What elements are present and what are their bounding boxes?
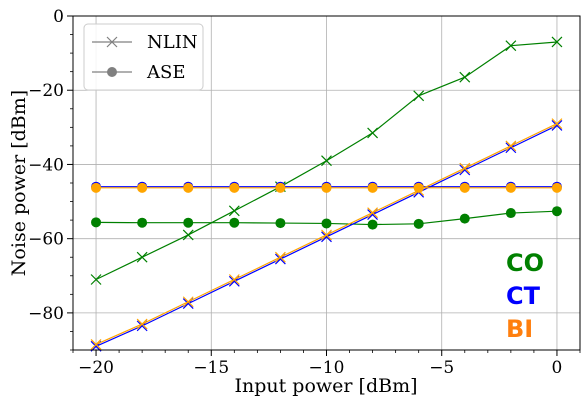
data-point-x-marker xyxy=(413,90,425,102)
data-point-x-marker xyxy=(182,296,194,308)
data-point-circle-marker xyxy=(505,182,516,193)
legend-ase-marker xyxy=(107,67,117,77)
annotation-bi: BI xyxy=(506,315,533,343)
series-bi_nlin xyxy=(90,118,563,350)
data-point-x-marker xyxy=(505,140,517,152)
x-axis-title: Input power [dBm] xyxy=(234,375,417,397)
data-point-x-marker xyxy=(367,207,379,219)
data-point-circle-marker xyxy=(367,219,378,230)
data-point-x-marker xyxy=(228,205,240,217)
series-co_nlin xyxy=(90,36,563,285)
y-tick-label: −80 xyxy=(28,304,64,324)
y-axis-title: Noise power [dBm] xyxy=(8,90,30,276)
series-co_ase xyxy=(91,206,562,230)
legend-nlin-marker xyxy=(106,36,118,48)
x-tick-label: −5 xyxy=(429,358,454,378)
data-point-x-marker xyxy=(321,155,332,167)
data-point-circle-marker xyxy=(137,217,148,228)
x-tick-label: −15 xyxy=(193,358,229,378)
data-point-x-marker xyxy=(136,318,148,330)
data-point-circle-marker xyxy=(459,213,470,224)
data-point-x-marker xyxy=(459,71,471,83)
data-point-x-marker xyxy=(182,229,194,241)
y-tick-label: −60 xyxy=(28,230,64,250)
data-point-x-marker xyxy=(551,118,563,130)
data-point-circle-marker xyxy=(321,218,332,229)
data-point-circle-marker xyxy=(505,208,516,219)
data-point-circle-marker xyxy=(367,182,378,193)
data-point-circle-marker xyxy=(91,217,102,228)
x-tick-label: 0 xyxy=(552,358,563,378)
data-point-x-marker xyxy=(551,36,563,48)
data-point-circle-marker xyxy=(413,218,424,229)
data-point-circle-marker xyxy=(459,182,470,193)
data-point-circle-marker xyxy=(91,182,102,193)
axis-ticks: −20 −15 −10 −5 0 0 −20 −40 −60 −80 xyxy=(28,7,581,378)
data-point-x-marker xyxy=(367,127,379,139)
data-point-circle-marker xyxy=(183,182,194,193)
x-tick-label: −10 xyxy=(309,358,345,378)
data-point-x-marker xyxy=(228,274,240,285)
data-point-circle-marker xyxy=(551,206,562,217)
data-point-circle-marker xyxy=(413,182,424,193)
data-point-circle-marker xyxy=(183,217,194,228)
legend-nlin-label: NLIN xyxy=(147,32,198,53)
data-point-x-marker xyxy=(321,229,332,241)
data-point-x-marker xyxy=(136,251,148,263)
series-layer xyxy=(90,36,563,352)
data-point-circle-marker xyxy=(321,182,332,193)
series-bi_ase xyxy=(91,182,562,193)
x-tick-label: −20 xyxy=(78,358,114,378)
data-point-circle-marker xyxy=(229,182,240,193)
data-point-x-marker xyxy=(274,251,286,263)
data-point-x-marker xyxy=(90,339,102,350)
y-tick-label: −40 xyxy=(28,155,64,175)
y-tick-label: −20 xyxy=(28,81,64,101)
data-point-circle-marker xyxy=(551,182,562,193)
data-point-x-marker xyxy=(90,274,102,285)
data-point-circle-marker xyxy=(229,217,240,228)
legend-ase-label: ASE xyxy=(146,62,185,83)
data-point-circle-marker xyxy=(275,182,286,193)
y-tick-label: 0 xyxy=(53,7,64,27)
legend: NLIN ASE xyxy=(83,23,204,91)
annotation-ct: CT xyxy=(506,282,541,310)
annotation-co: CO xyxy=(506,249,544,277)
data-point-x-marker xyxy=(459,162,471,174)
data-point-circle-marker xyxy=(137,182,148,193)
data-point-x-marker xyxy=(551,120,563,131)
data-point-circle-marker xyxy=(275,218,286,229)
data-point-x-marker xyxy=(505,40,517,52)
